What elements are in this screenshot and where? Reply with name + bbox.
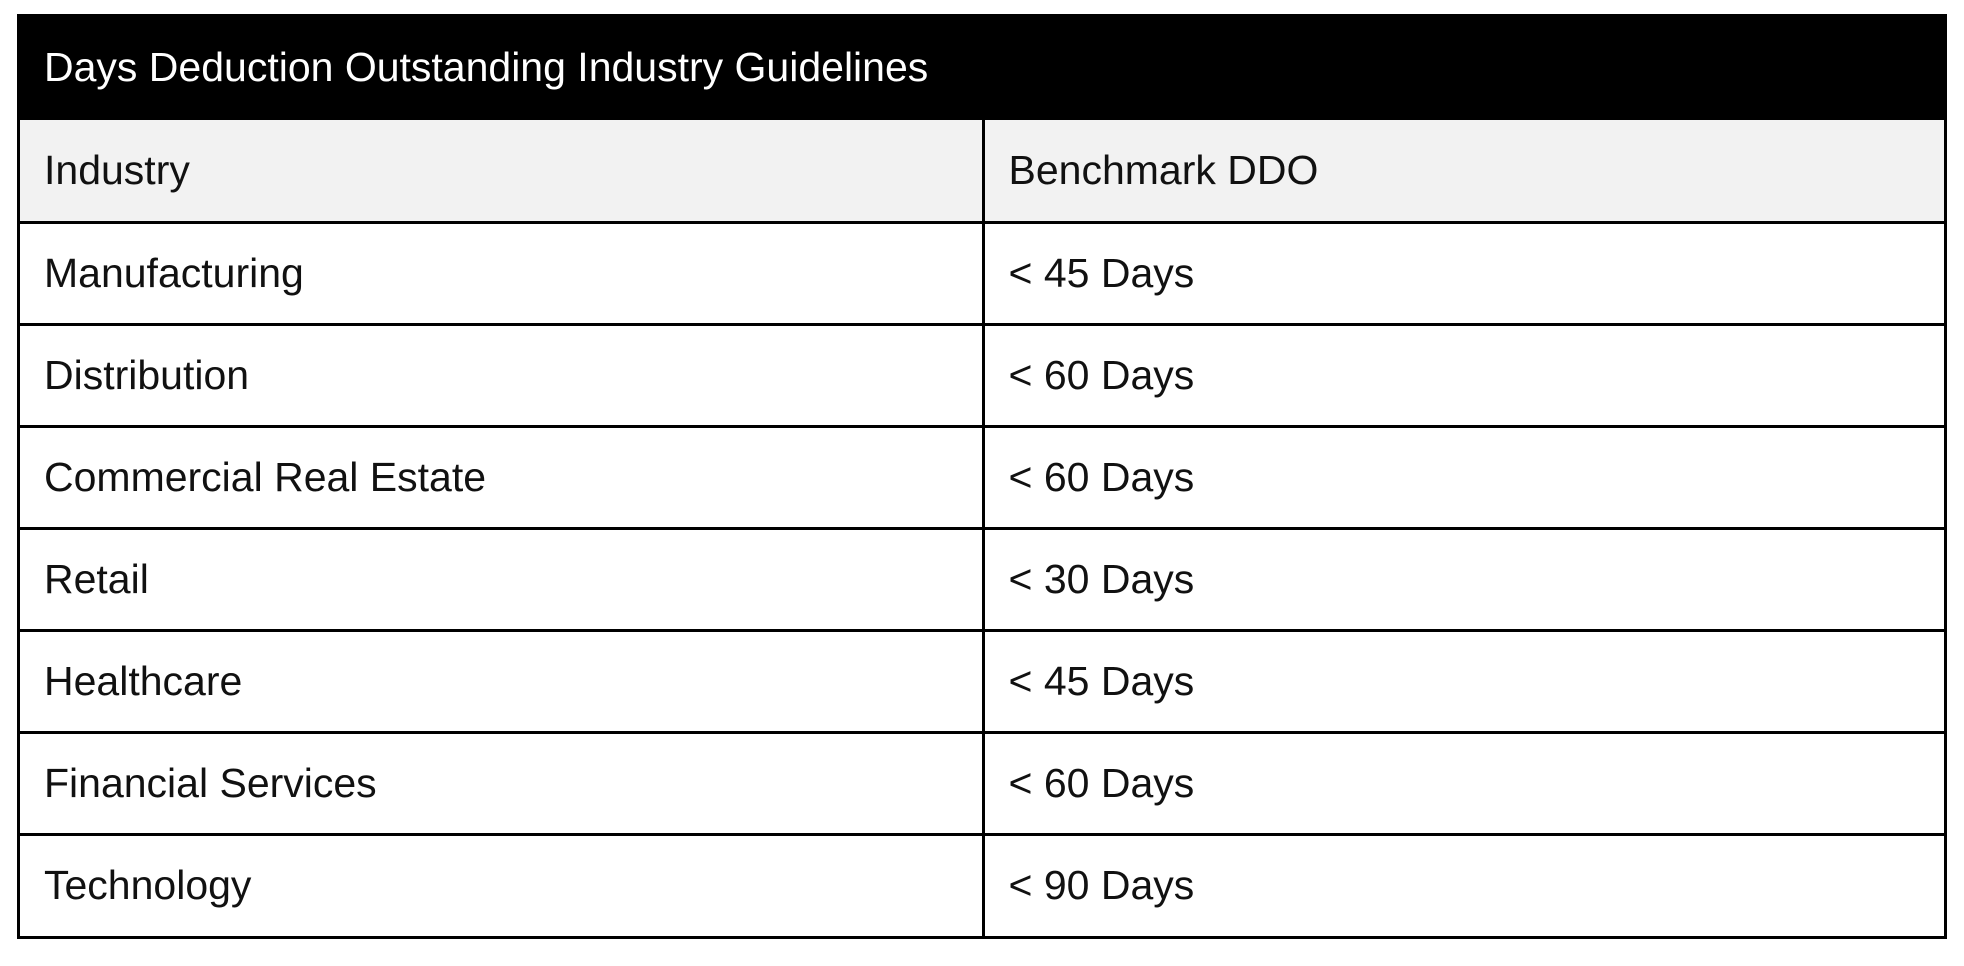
column-header-industry: Industry — [20, 120, 985, 222]
benchmark-cell: < 45 Days — [983, 220, 1944, 324]
table-row: Healthcare < 45 Days — [20, 628, 1944, 732]
guidelines-grid: Industry Benchmark DDO Manufacturing < 4… — [20, 120, 1944, 936]
benchmark-cell: < 60 Days — [983, 424, 1944, 528]
table-row: Financial Services < 60 Days — [20, 730, 1944, 834]
column-header-benchmark-ddo: Benchmark DDO — [983, 120, 1944, 222]
benchmark-cell: < 45 Days — [983, 628, 1944, 732]
header-row: Industry Benchmark DDO — [20, 120, 1944, 222]
ddo-guidelines-table: Days Deduction Outstanding Industry Guid… — [17, 14, 1947, 939]
industry-cell: Commercial Real Estate — [20, 424, 985, 528]
table-row: Retail < 30 Days — [20, 526, 1944, 630]
industry-cell: Healthcare — [20, 628, 985, 732]
table-row: Manufacturing < 45 Days — [20, 220, 1944, 324]
benchmark-cell: < 60 Days — [983, 322, 1944, 426]
industry-cell: Distribution — [20, 322, 985, 426]
benchmark-cell: < 90 Days — [983, 832, 1944, 936]
benchmark-cell: < 30 Days — [983, 526, 1944, 630]
table-row: Technology < 90 Days — [20, 832, 1944, 936]
table-row: Distribution < 60 Days — [20, 322, 1944, 426]
table-row: Commercial Real Estate < 60 Days — [20, 424, 1944, 528]
industry-cell: Manufacturing — [20, 220, 985, 324]
industry-cell: Technology — [20, 832, 985, 936]
industry-cell: Financial Services — [20, 730, 985, 834]
benchmark-cell: < 60 Days — [983, 730, 1944, 834]
table-title: Days Deduction Outstanding Industry Guid… — [20, 14, 1944, 120]
industry-cell: Retail — [20, 526, 985, 630]
